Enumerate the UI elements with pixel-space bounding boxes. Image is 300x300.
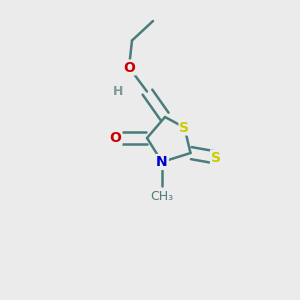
- Text: S: S: [179, 121, 190, 134]
- Text: N: N: [156, 155, 168, 169]
- Text: O: O: [123, 61, 135, 74]
- Text: H: H: [113, 85, 124, 98]
- Text: CH₃: CH₃: [150, 190, 174, 203]
- Text: S: S: [211, 151, 221, 164]
- Text: O: O: [110, 131, 122, 145]
